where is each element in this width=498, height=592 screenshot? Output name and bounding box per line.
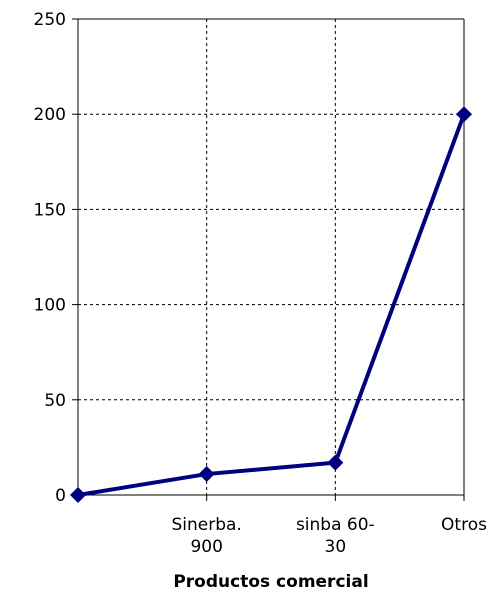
data-point: [198, 466, 215, 483]
y-tick-label: 100: [34, 296, 66, 316]
x-tick-label: sinba 60-30: [296, 515, 375, 557]
x-tick-label: Sinerba. 900: [171, 515, 241, 557]
y-tick-label: 250: [34, 10, 66, 30]
data-line: [77, 113, 466, 497]
data-point: [70, 487, 86, 503]
data-point: [327, 454, 344, 471]
y-tick-label: 0: [55, 486, 66, 506]
data-point: [456, 106, 472, 123]
y-tick-label: 50: [44, 391, 66, 411]
x-tick-label: Otros: [441, 515, 487, 535]
y-tick-label: 200: [34, 105, 66, 125]
x-axis-title: Productos comercial: [173, 572, 368, 592]
y-tick-label: 150: [34, 200, 66, 220]
